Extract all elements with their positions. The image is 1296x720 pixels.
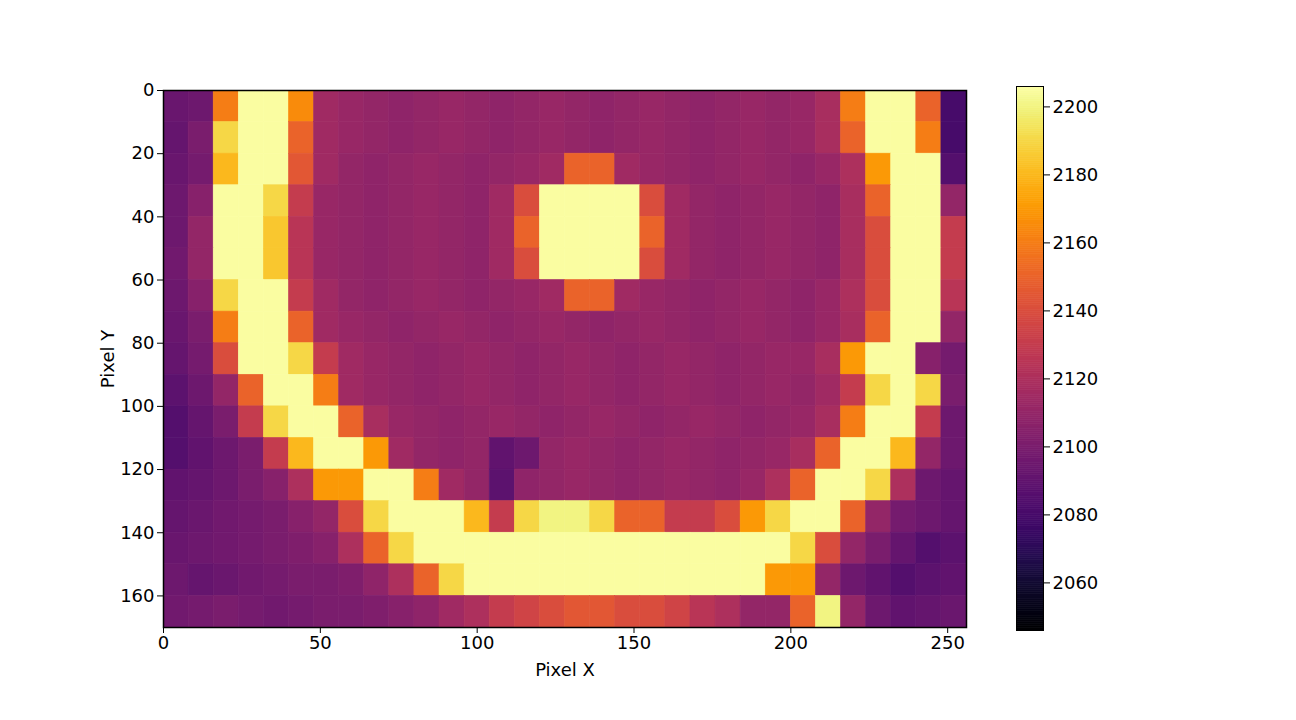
svg-text:60: 60 xyxy=(132,269,155,290)
svg-text:2140: 2140 xyxy=(1053,300,1099,321)
svg-text:Pixel Y: Pixel Y xyxy=(97,329,118,388)
svg-text:200: 200 xyxy=(774,632,808,653)
svg-text:Pixel X: Pixel X xyxy=(535,659,595,680)
svg-text:100: 100 xyxy=(460,632,494,653)
svg-text:250: 250 xyxy=(931,632,965,653)
svg-text:20: 20 xyxy=(132,142,155,163)
svg-text:150: 150 xyxy=(617,632,651,653)
svg-text:2120: 2120 xyxy=(1053,368,1099,389)
svg-text:2180: 2180 xyxy=(1053,164,1099,185)
svg-text:140: 140 xyxy=(120,521,154,542)
svg-text:80: 80 xyxy=(132,332,155,353)
svg-text:2100: 2100 xyxy=(1053,436,1099,457)
svg-text:120: 120 xyxy=(120,458,154,479)
svg-text:50: 50 xyxy=(309,632,332,653)
svg-text:0: 0 xyxy=(158,632,169,653)
svg-text:2200: 2200 xyxy=(1053,96,1099,117)
svg-text:160: 160 xyxy=(120,585,154,606)
svg-text:0: 0 xyxy=(143,79,154,100)
svg-text:100: 100 xyxy=(120,395,154,416)
svg-text:2160: 2160 xyxy=(1053,232,1099,253)
svg-text:2080: 2080 xyxy=(1053,504,1099,525)
svg-text:40: 40 xyxy=(132,206,155,227)
svg-text:2060: 2060 xyxy=(1053,572,1099,593)
